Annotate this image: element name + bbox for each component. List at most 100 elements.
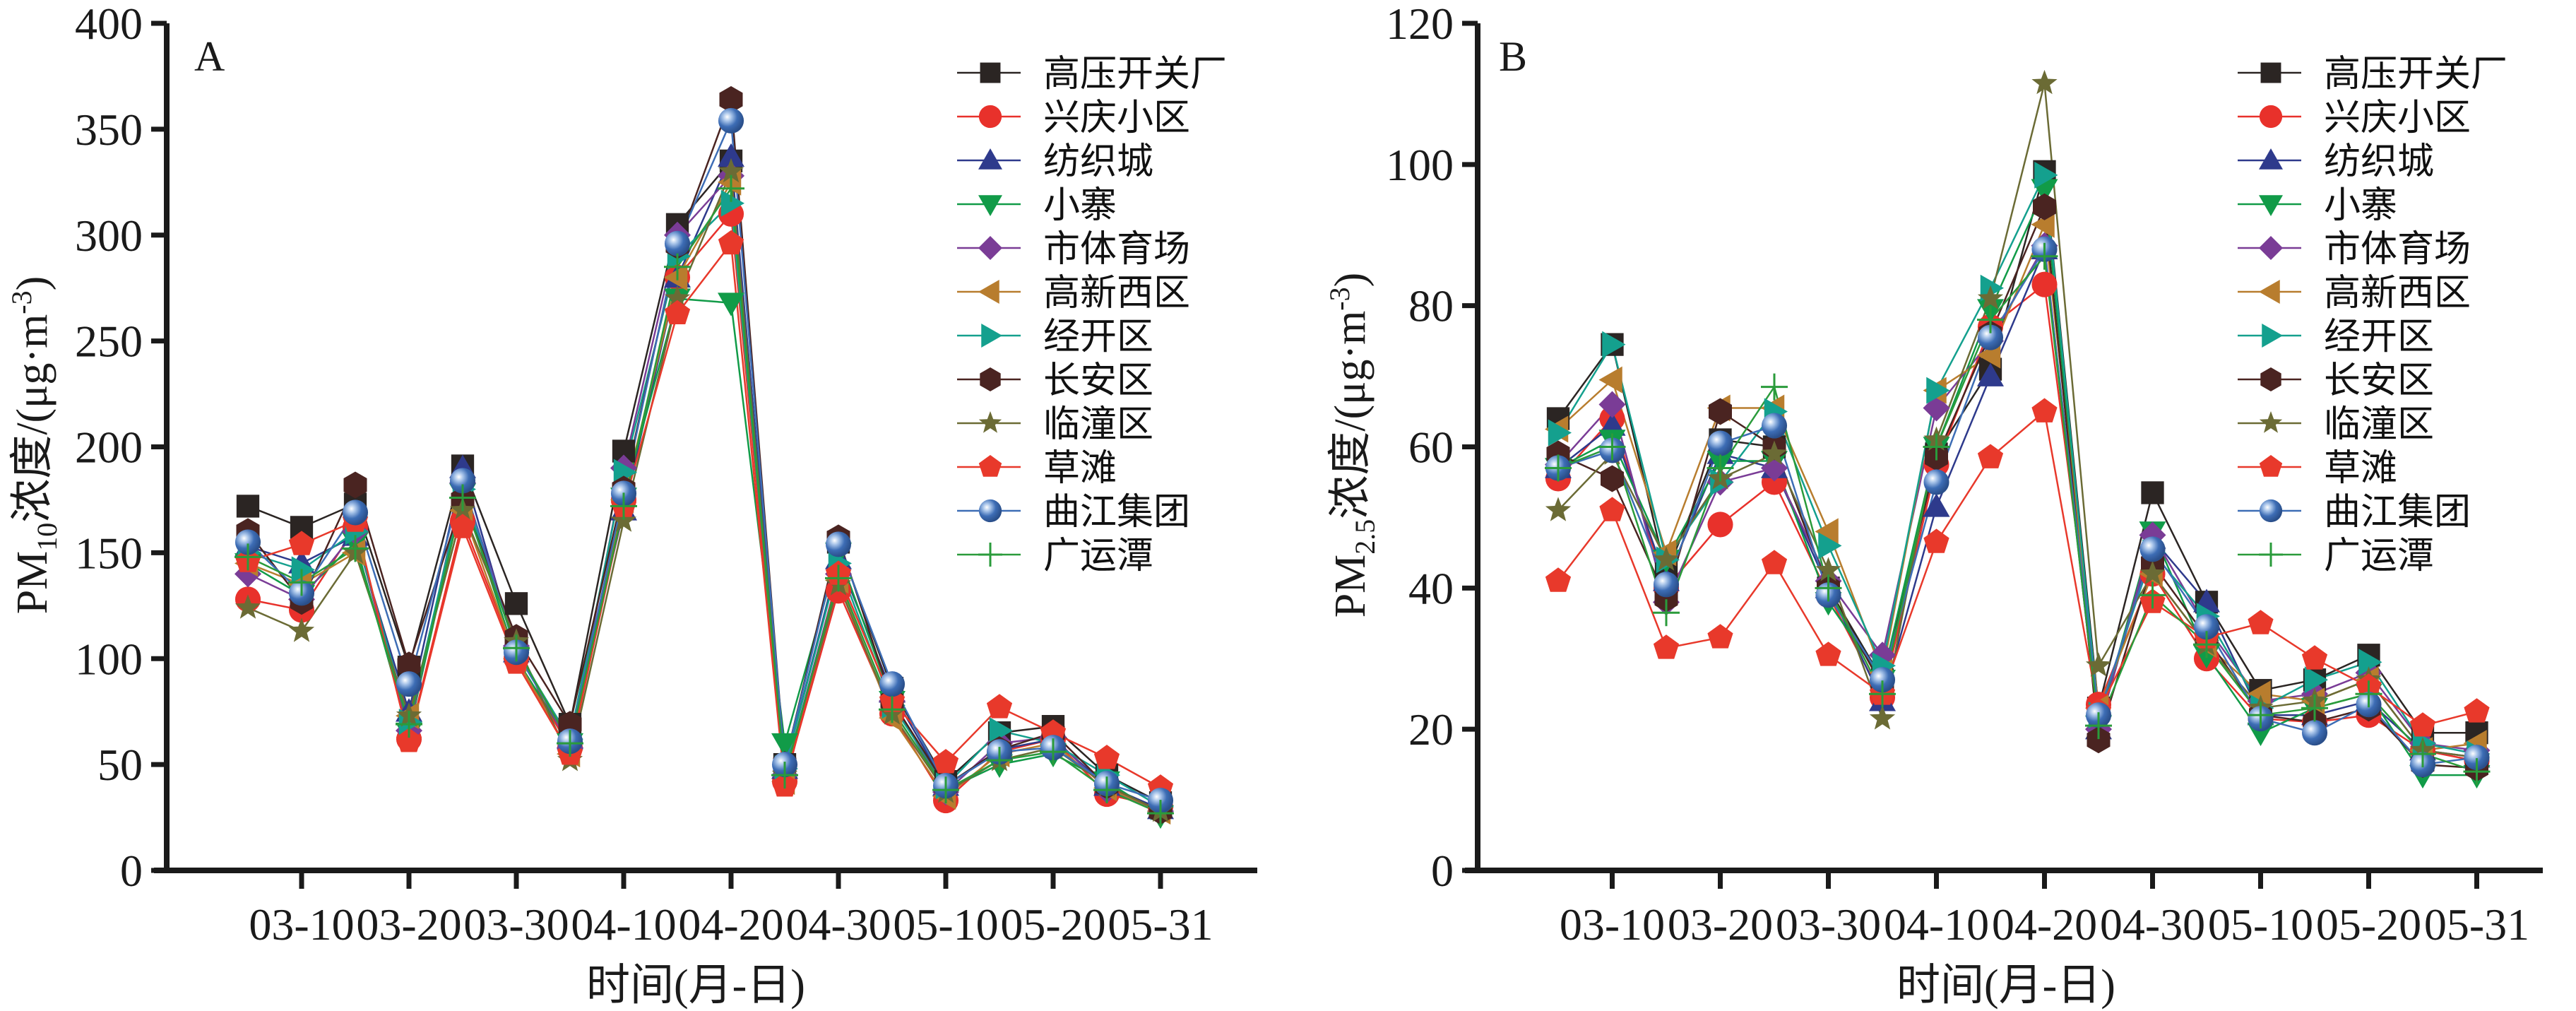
y-axis-title-a: PM10浓度/(μg·m-3) [6,276,63,615]
x-tick-label: 05-10 [2208,899,2313,950]
legend-item: 纺织城 [957,141,1153,183]
x-tick-label: 03-10 [249,899,354,950]
legend-label: 曲江集团 [2324,491,2471,533]
legend-marker-icon [980,367,1001,391]
data-point [1707,430,1733,456]
data-point [1923,493,1950,517]
series-line [247,241,1161,789]
data-point [235,543,261,571]
y-tick-label: 20 [1408,704,1454,755]
legend-marker-icon [2259,195,2283,216]
legend-marker-icon [978,499,1002,523]
legend-marker-icon [980,62,1001,83]
y-axis-title-sub: 10 [31,523,63,551]
legend-marker-icon [978,280,999,304]
data-point [2033,193,2056,220]
data-point [879,696,906,723]
data-point [1548,419,1572,447]
data-point [718,175,744,202]
data-point [1653,572,1680,598]
legend-item: 广运潭 [2238,535,2434,577]
data-point [1601,465,1624,492]
legend-marker-icon [2259,455,2283,477]
data-point [288,531,315,555]
data-point [664,264,688,291]
legend-label: 临潼区 [2324,403,2434,446]
y-tick-label: 0 [1431,846,1454,896]
legend-item: 高新西区 [2238,272,2471,314]
data-point [2463,758,2491,786]
legend-marker-icon [981,324,1002,348]
x-tick-label: 04-20 [1992,899,2097,950]
legend-item: 纺织城 [2238,141,2434,183]
legend-item: 高压开关厂 [957,53,1227,95]
data-point [1815,518,1839,545]
legend-marker-icon [978,105,1002,129]
legend-marker-icon [2259,280,2280,304]
data-point [1598,433,1626,461]
series-markers [236,149,1173,815]
data-point [288,617,315,642]
data-point [291,556,315,584]
data-point [1093,745,1120,769]
legend-label: 小寨 [1043,184,1117,227]
x-axis-title-a: 时间(月-日) [586,962,805,1010]
data-point [1815,574,1842,602]
data-point [449,484,476,512]
legend-item: 曲江集团 [957,491,1190,533]
legend-item: 兴庆小区 [2238,97,2471,139]
x-tick-label: 04-10 [571,899,676,950]
data-point [2358,649,2382,676]
legend-label: 高新西区 [2324,272,2471,314]
legend-marker-icon [978,411,1002,433]
data-point [2139,536,2166,562]
legend-marker-icon [2262,324,2283,348]
legend-item: 长安区 [957,360,1153,402]
data-point [396,728,422,752]
panel-label-a: A [194,33,225,80]
data-point [2304,666,2328,694]
legend-marker-icon [2260,62,2281,83]
legend-marker-icon [2259,148,2283,170]
data-point [2193,614,2220,640]
data-point [2139,581,2166,609]
series-line [247,297,1161,817]
series-line [247,171,1161,812]
y-axis-title-sup: -3 [6,290,37,314]
data-point [235,594,261,619]
legend-item: 小寨 [957,184,1117,227]
y-tick-label: 100 [1386,140,1454,190]
data-point [1599,497,1625,521]
data-point [986,694,1013,719]
legend-item: 长安区 [2238,360,2434,402]
legend-item: 临潼区 [2238,403,2434,446]
series-markers [236,85,1173,825]
y-axis-title-sub: 2.5 [1349,519,1381,555]
x-tick-label: 05-31 [2424,899,2529,950]
legend-marker-icon [978,455,1002,477]
data-point [2464,745,2490,771]
legend-marker-icon [2259,543,2283,567]
data-point [557,730,583,757]
y-tick-label: 150 [75,528,143,578]
axes-b: 0 20 40 60 80 100 120 03-10 03-20 03-30 04-10 04-20… [1386,0,2543,950]
data-point [1598,366,1622,394]
data-point [718,158,744,183]
y-tick-label: 200 [75,422,143,473]
data-point [343,471,367,499]
legend-label: 兴庆小区 [1043,97,1190,139]
data-point [989,717,1013,745]
legend-label: 纺织城 [1043,141,1153,183]
data-point [610,492,637,520]
legend-item: 小寨 [2238,184,2397,227]
series-line [247,173,1161,812]
data-point [2085,712,2112,740]
y-axis-title-main: PM [8,551,57,615]
y-tick-label: 40 [1408,563,1454,613]
x-tick-label: 05-20 [1000,899,1105,950]
data-point [2248,610,2274,634]
series-markers [1545,242,2491,786]
legend-marker-icon [978,148,1002,170]
legend-label: 曲江集团 [1043,491,1190,533]
